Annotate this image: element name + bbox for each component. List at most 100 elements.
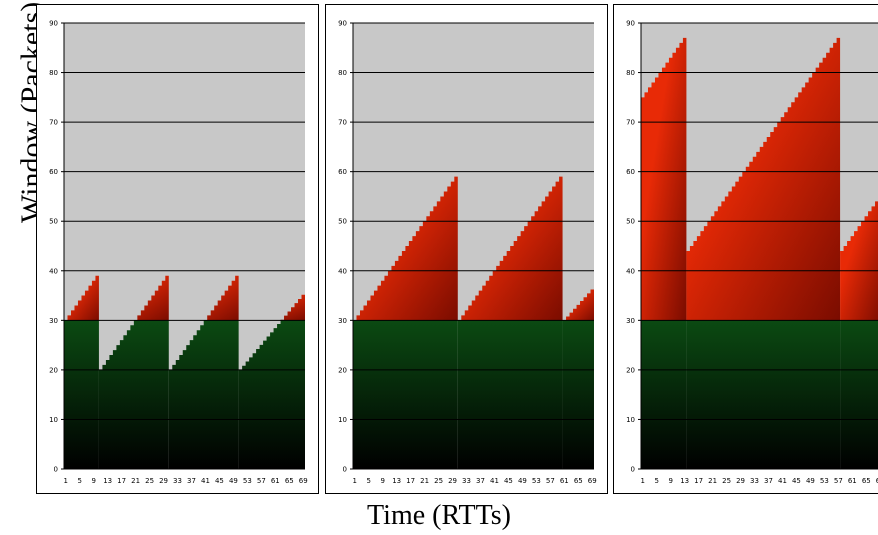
x-tick-label: 9 bbox=[668, 477, 672, 485]
x-tick-label: 45 bbox=[504, 477, 513, 485]
y-tick-label: 30 bbox=[49, 317, 58, 325]
y-tick-label: 50 bbox=[49, 218, 58, 226]
x-tick-label: 29 bbox=[159, 477, 168, 485]
chart-panel-1: 0 10 20 30 40 50 60 70 80 90 1 5 9 13 17 21 25 29 33 37 41 45… bbox=[36, 4, 319, 494]
x-tick-label: 49 bbox=[806, 477, 815, 485]
window-area-below-threshold bbox=[353, 320, 458, 469]
x-tick-label: 17 bbox=[694, 477, 703, 485]
x-tick-label: 61 bbox=[560, 477, 569, 485]
window-area-above-threshold bbox=[840, 201, 878, 321]
x-tick-label: 49 bbox=[518, 477, 527, 485]
x-tick-label: 65 bbox=[862, 477, 871, 485]
x-tick-label: 45 bbox=[792, 477, 801, 485]
x-tick-label: 13 bbox=[103, 477, 112, 485]
x-tick-label: 37 bbox=[764, 477, 773, 485]
window-area-below-threshold bbox=[457, 320, 563, 469]
x-tick-label: 41 bbox=[490, 477, 499, 485]
y-tick-label: 80 bbox=[626, 69, 635, 77]
x-tick-label: 29 bbox=[736, 477, 745, 485]
y-tick-label: 40 bbox=[338, 267, 347, 275]
chart-svg-3: 0 10 20 30 40 50 60 70 80 90 1 5 9 13 17 21 25 29 33 37 41 45… bbox=[626, 20, 878, 485]
x-tick-label: 17 bbox=[117, 477, 126, 485]
y-tick-label: 10 bbox=[49, 416, 58, 424]
window-area-above-threshold bbox=[353, 176, 458, 321]
x-tick-label: 33 bbox=[462, 477, 471, 485]
x-tick-label: 33 bbox=[750, 477, 759, 485]
y-tick-label: 80 bbox=[49, 69, 58, 77]
x-tick-label: 45 bbox=[215, 477, 224, 485]
x-tick-label: 1 bbox=[353, 477, 357, 485]
x-tick-label: 5 bbox=[366, 477, 370, 485]
window-area-below-threshold bbox=[562, 320, 594, 469]
y-tick-label: 20 bbox=[338, 366, 347, 374]
x-tick-label: 53 bbox=[532, 477, 541, 485]
x-tick-label: 41 bbox=[778, 477, 787, 485]
y-tick-label: 0 bbox=[54, 466, 58, 474]
y-tick-label: 20 bbox=[49, 366, 58, 374]
x-tick-label: 41 bbox=[201, 477, 210, 485]
plot-area bbox=[353, 176, 594, 469]
x-tick-label: 9 bbox=[380, 477, 384, 485]
y-tick-label: 80 bbox=[338, 69, 347, 77]
y-tick-label: 90 bbox=[626, 20, 635, 28]
x-tick-label: 37 bbox=[187, 477, 196, 485]
x-tick-label: 21 bbox=[420, 477, 429, 485]
window-area-above-threshold bbox=[98, 275, 169, 321]
window-area-above-threshold bbox=[457, 176, 563, 321]
x-tick-label: 25 bbox=[145, 477, 154, 485]
x-tick-label: 5 bbox=[654, 477, 658, 485]
window-area-above-threshold bbox=[238, 294, 305, 321]
x-tick-label: 21 bbox=[131, 477, 140, 485]
x-axis-label: Time (RTTs) bbox=[367, 500, 511, 531]
x-tick-label: 33 bbox=[173, 477, 182, 485]
x-tick-label: 57 bbox=[546, 477, 555, 485]
x-tick-label: 69 bbox=[588, 477, 597, 485]
y-tick-label: 40 bbox=[49, 267, 58, 275]
window-area-below-threshold bbox=[64, 320, 99, 469]
window-area-below-threshold bbox=[686, 320, 841, 469]
x-tick-label: 65 bbox=[574, 477, 583, 485]
y-tick-label: 50 bbox=[626, 218, 635, 226]
x-tick-label: 17 bbox=[406, 477, 415, 485]
y-tick-label: 90 bbox=[338, 20, 347, 28]
y-tick-label: 10 bbox=[626, 416, 635, 424]
y-tick-label: 70 bbox=[49, 119, 58, 127]
x-tick-label: 1 bbox=[641, 477, 645, 485]
window-area-above-threshold bbox=[168, 275, 239, 321]
x-tick-label: 1 bbox=[64, 477, 68, 485]
x-tick-label: 13 bbox=[680, 477, 689, 485]
x-tick-label: 61 bbox=[848, 477, 857, 485]
window-area-above-threshold bbox=[641, 37, 687, 321]
window-area-below-threshold bbox=[98, 320, 169, 469]
y-tick-label: 70 bbox=[626, 119, 635, 127]
y-tick-label: 60 bbox=[338, 168, 347, 176]
chart-svg-1: 0 10 20 30 40 50 60 70 80 90 1 5 9 13 17 21 25 29 33 37 41 45… bbox=[49, 20, 308, 486]
x-tick-label: 65 bbox=[285, 477, 294, 485]
y-tick-label: 30 bbox=[338, 317, 347, 325]
x-tick-label: 13 bbox=[392, 477, 401, 485]
plot-area bbox=[641, 37, 878, 469]
y-tick-label: 20 bbox=[626, 366, 635, 374]
x-tick-label: 21 bbox=[708, 477, 717, 485]
window-area-above-threshold bbox=[64, 275, 99, 321]
x-tick-label: 37 bbox=[476, 477, 485, 485]
window-area-above-threshold bbox=[562, 289, 594, 321]
y-tick-label: 10 bbox=[338, 416, 347, 424]
x-tick-label: 9 bbox=[91, 477, 95, 485]
x-tick-label: 53 bbox=[243, 477, 252, 485]
y-tick-label: 70 bbox=[338, 119, 347, 127]
y-tick-label: 60 bbox=[626, 168, 635, 176]
window-area-below-threshold bbox=[840, 320, 878, 469]
y-tick-label: 30 bbox=[626, 317, 635, 325]
chart-panel-2: 0 10 20 30 40 50 60 70 80 90 1 5 9 13 17 21 25 29 33 37 41 45… bbox=[325, 4, 608, 494]
x-tick-label: 57 bbox=[257, 477, 266, 485]
x-tick-label: 25 bbox=[722, 477, 731, 485]
y-tick-label: 0 bbox=[343, 466, 347, 474]
y-tick-label: 50 bbox=[338, 218, 347, 226]
x-tick-label: 53 bbox=[820, 477, 829, 485]
chart-panel-3: 0 10 20 30 40 50 60 70 80 90 1 5 9 13 17 21 25 29 33 37 41 45… bbox=[613, 4, 878, 494]
y-tick-label: 60 bbox=[49, 168, 58, 176]
x-tick-label: 69 bbox=[876, 477, 878, 485]
x-tick-label: 25 bbox=[434, 477, 443, 485]
x-tick-label: 5 bbox=[77, 477, 81, 485]
